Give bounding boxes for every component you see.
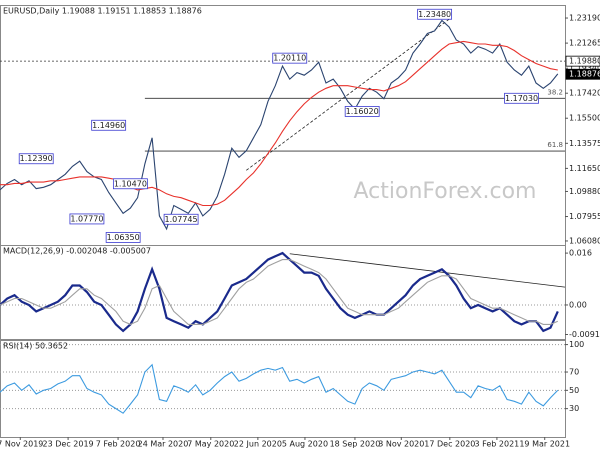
- annotation-box: [417, 8, 453, 20]
- y-tick-label: 1.19340: [569, 64, 600, 73]
- y-tick-label: 1.09880: [569, 187, 600, 196]
- annotation-box: [272, 52, 308, 64]
- y-tick-label: -0.009116: [569, 330, 600, 339]
- series-line: [0, 251, 559, 333]
- panel-frame: [0, 245, 566, 340]
- y-tick-label: 0.016: [569, 249, 592, 258]
- panel-title: MACD(12,26,9) -0.002048 -0.005007: [3, 247, 151, 256]
- y-tick-label: 100: [569, 340, 584, 349]
- price-marker: [565, 55, 600, 67]
- y-tick-label: 1.17420: [569, 89, 600, 98]
- y-tick-label: 1.13575: [569, 139, 600, 148]
- level-label: 61.8: [547, 141, 563, 149]
- x-tick-label: 5 Aug 2020: [282, 440, 328, 449]
- trend-line: [289, 253, 566, 288]
- x-tick-label: 3 Nov 2020: [378, 440, 424, 449]
- annotation-label: 1.10470: [114, 179, 147, 188]
- series-line: [0, 40, 558, 207]
- annotation-box: [69, 213, 105, 225]
- x-tick-label: 23 Dec 2019: [43, 440, 94, 449]
- annotation-label: 1.20110: [273, 54, 306, 63]
- panel-frame: [0, 340, 566, 438]
- price-marker: [565, 68, 600, 80]
- annotation-label: 1.06350: [107, 233, 140, 242]
- x-tick-label: 7 Nov 2019: [0, 440, 43, 449]
- x-tick-label: 22 Jun 2020: [234, 440, 282, 449]
- y-tick-label: 50: [569, 386, 579, 395]
- annotation-label: 1.17030: [505, 94, 538, 103]
- annotation-box: [91, 119, 127, 131]
- series-line: [0, 259, 559, 326]
- annotation-box: [105, 232, 141, 243]
- y-tick-label: 1.21265: [569, 39, 600, 48]
- watermark: ActionForex.com: [354, 179, 537, 204]
- y-tick-label: 30: [569, 404, 579, 413]
- panel-title: EURUSD,Daily 1.19088 1.19151 1.18853 1.1…: [3, 7, 202, 16]
- panel-title: RSI(14) 50.3652: [3, 342, 68, 351]
- level-label: 38.2: [547, 88, 563, 96]
- annotation-box: [112, 178, 148, 190]
- annotation-label: 1.12390: [20, 154, 53, 163]
- x-tick-label: 7 May 2020: [187, 440, 234, 449]
- x-tick-label: 3 Feb 2021: [475, 440, 520, 449]
- y-tick-label: 1.15500: [569, 114, 600, 123]
- y-tick-label: 70: [569, 368, 579, 377]
- x-tick-label: 7 Feb 2020: [96, 440, 141, 449]
- annotation-label: 1.07770: [70, 214, 103, 223]
- annotation-label: 1.14960: [92, 121, 125, 130]
- series-line: [0, 19, 559, 231]
- price-marker-label: 1.18876: [569, 70, 600, 79]
- annotation-box: [344, 106, 380, 117]
- trend-line: [246, 18, 450, 171]
- x-tick-label: 24 Mar 2020: [138, 440, 189, 449]
- y-tick-label: 1.06080: [569, 236, 600, 245]
- y-tick-label: 1.11650: [569, 164, 600, 173]
- x-tick-label: 19 Mar 2021: [519, 440, 570, 449]
- x-tick-label: 18 Sep 2020: [330, 440, 381, 449]
- annotation-box: [504, 92, 539, 104]
- annotation-box: [163, 213, 199, 225]
- annotation-box: [18, 153, 54, 165]
- y-tick-label: 1.07955: [569, 212, 600, 221]
- annotation-label: 1.23480: [418, 10, 451, 19]
- y-tick-label: 1.23190: [569, 14, 600, 23]
- series-line: [0, 363, 559, 414]
- price-marker-label: 1.19880: [569, 57, 600, 66]
- annotation-label: 1.16020: [346, 107, 379, 116]
- x-tick-label: 17 Dec 2020: [424, 440, 475, 449]
- panel-frame: [0, 5, 566, 246]
- y-tick-label: 0.00: [569, 300, 587, 309]
- annotation-label: 1.07745: [165, 215, 198, 224]
